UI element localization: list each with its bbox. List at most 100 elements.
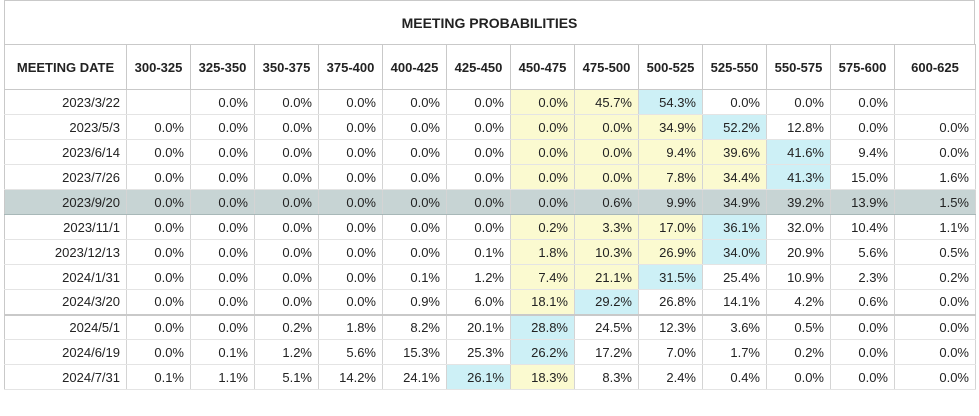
probability-cell: 25.3%: [446, 339, 511, 365]
panel-title: MEETING PROBABILITIES: [4, 0, 975, 44]
column-header-425-450[interactable]: 425-450: [446, 44, 511, 90]
probability-cell: 21.1%: [574, 264, 639, 290]
probability-cell: 2.4%: [638, 364, 703, 390]
table-row[interactable]: 2024/3/20 0.0% 0.0% 0.0% 0.0% 0.9% 6.0% 18.1% 29…: [4, 289, 976, 315]
probability-cell: 0.0%: [766, 89, 831, 115]
probability-cell: 0.0%: [446, 214, 511, 240]
column-header-550-575[interactable]: 550-575: [766, 44, 831, 90]
probability-cell: 5.6%: [318, 339, 383, 365]
probability-cell: 0.0%: [254, 89, 319, 115]
probability-cell: 0.0%: [190, 189, 255, 215]
column-header-350-375[interactable]: 350-375: [254, 44, 319, 90]
column-header-475-500[interactable]: 475-500: [574, 44, 639, 90]
probability-cell: 0.1%: [126, 364, 191, 390]
probability-cell: 9.4%: [638, 139, 703, 165]
probability-cell: 1.6%: [894, 164, 976, 190]
column-header-325-350[interactable]: 325-350: [190, 44, 255, 90]
probability-cell: 0.0%: [254, 289, 319, 315]
probability-cell: 0.0%: [318, 214, 383, 240]
probability-cell: 0.0%: [574, 139, 639, 165]
probability-cell: 0.0%: [254, 214, 319, 240]
probability-cell: 0.0%: [510, 89, 575, 115]
probability-cell: 0.0%: [894, 114, 976, 140]
probability-cell: 0.0%: [894, 339, 976, 365]
probability-cell: 0.0%: [830, 89, 895, 115]
column-header-375-400[interactable]: 375-400: [318, 44, 383, 90]
probability-cell: 0.0%: [318, 114, 383, 140]
probability-cell: 0.0%: [510, 139, 575, 165]
probability-cell: 36.1%: [702, 214, 767, 240]
probability-cell: 0.0%: [574, 164, 639, 190]
table-row[interactable]: 2023/9/20 0.0% 0.0% 0.0% 0.0% 0.0% 0.0% 0.0% 0.6…: [4, 189, 976, 215]
probability-cell: 0.0%: [382, 164, 447, 190]
probability-cell: 28.8%: [510, 313, 575, 340]
probability-cell: 1.8%: [510, 239, 575, 265]
probability-cell: 32.0%: [766, 214, 831, 240]
column-header-575-600[interactable]: 575-600: [830, 44, 895, 90]
probability-cell: 1.7%: [702, 339, 767, 365]
probability-cell: 0.0%: [190, 313, 255, 340]
meeting-date-cell: 2024/6/19: [4, 339, 127, 365]
probability-cell: 8.2%: [382, 313, 447, 340]
column-header-500-525[interactable]: 500-525: [638, 44, 703, 90]
table-row[interactable]: 2023/3/22 0.0% 0.0% 0.0% 0.0% 0.0% 0.0% 45.7% 54…: [4, 89, 976, 115]
probability-cell: 0.1%: [382, 264, 447, 290]
probability-cell: 18.3%: [510, 364, 575, 390]
probability-cell: 0.0%: [830, 313, 895, 340]
probability-cell: 45.7%: [574, 89, 639, 115]
table-row[interactable]: 2023/7/26 0.0% 0.0% 0.0% 0.0% 0.0% 0.0% 0.0% 0.0…: [4, 164, 976, 190]
table-row[interactable]: 2023/12/13 0.0% 0.0% 0.0% 0.0% 0.0% 0.1% 1.8% 10…: [4, 239, 976, 265]
probability-cell: 10.9%: [766, 264, 831, 290]
probability-cell: 34.4%: [702, 164, 767, 190]
table-row[interactable]: 2023/6/14 0.0% 0.0% 0.0% 0.0% 0.0% 0.0% 0.0% 0.0…: [4, 139, 976, 165]
probability-cell: 0.0%: [318, 264, 383, 290]
probability-cell: 0.0%: [446, 89, 511, 115]
probability-cell: 0.9%: [382, 289, 447, 315]
probability-cell: 6.0%: [446, 289, 511, 315]
probability-cell: 0.2%: [254, 313, 319, 340]
column-header-meeting-date[interactable]: MEETING DATE: [4, 44, 127, 90]
table-row[interactable]: 2023/5/3 0.0% 0.0% 0.0% 0.0% 0.0% 0.0% 0.0% 0.0%…: [4, 114, 976, 140]
probability-cell: 26.2%: [510, 339, 575, 365]
probability-cell: 14.1%: [702, 289, 767, 315]
probability-cell: 3.3%: [574, 214, 639, 240]
probability-cell: 0.0%: [382, 239, 447, 265]
probability-cell: 10.4%: [830, 214, 895, 240]
probability-cell: 0.2%: [766, 339, 831, 365]
probability-cell: 0.0%: [254, 164, 319, 190]
table-row[interactable]: 2024/7/31 0.1% 1.1% 5.1% 14.2% 24.1% 26.1% 18.3…: [4, 364, 976, 390]
table-row[interactable]: 2024/1/31 0.0% 0.0% 0.0% 0.0% 0.1% 1.2% 7.4% 21.…: [4, 264, 976, 290]
probability-cell: 34.9%: [638, 114, 703, 140]
column-header-400-425[interactable]: 400-425: [382, 44, 447, 90]
column-header-525-550[interactable]: 525-550: [702, 44, 767, 90]
probability-cell: 0.0%: [382, 214, 447, 240]
probability-cell: 0.0%: [318, 239, 383, 265]
probability-cell: 0.0%: [830, 114, 895, 140]
probability-cell: 0.6%: [574, 189, 639, 215]
probability-cell: 7.0%: [638, 339, 703, 365]
table-row[interactable]: 2023/11/1 0.0% 0.0% 0.0% 0.0% 0.0% 0.0% 0.2% 3.3…: [4, 214, 976, 240]
column-header-450-475[interactable]: 450-475: [510, 44, 575, 90]
probability-cell: 0.0%: [510, 164, 575, 190]
probability-cell: 0.0%: [126, 289, 191, 315]
probability-cell: 1.8%: [318, 313, 383, 340]
probability-cell: 20.1%: [446, 313, 511, 340]
meeting-date-cell: 2023/5/3: [4, 114, 127, 140]
column-header-600-625[interactable]: 600-625: [894, 44, 976, 90]
column-header-300-325[interactable]: 300-325: [126, 44, 191, 90]
probability-cell: 17.2%: [574, 339, 639, 365]
probability-cell: 1.1%: [190, 364, 255, 390]
probability-cell: 0.0%: [190, 289, 255, 315]
probability-cell: 52.2%: [702, 114, 767, 140]
probability-cell: 0.0%: [830, 339, 895, 365]
probability-cell: 0.0%: [190, 214, 255, 240]
probability-cell: 25.4%: [702, 264, 767, 290]
probability-cell: 0.0%: [190, 114, 255, 140]
table-row[interactable]: 2024/5/1 0.0% 0.0% 0.2% 1.8% 8.2% 20.1% 28.8% 24…: [4, 313, 976, 340]
probability-cell: 41.3%: [766, 164, 831, 190]
probability-cell: 0.0%: [382, 189, 447, 215]
probability-cell: 34.9%: [702, 189, 767, 215]
probability-cell: 0.0%: [894, 139, 976, 165]
table-row[interactable]: 2024/6/19 0.0% 0.1% 1.2% 5.6% 15.3% 25.3% 26.2%…: [4, 339, 976, 365]
probability-cell: 26.8%: [638, 289, 703, 315]
